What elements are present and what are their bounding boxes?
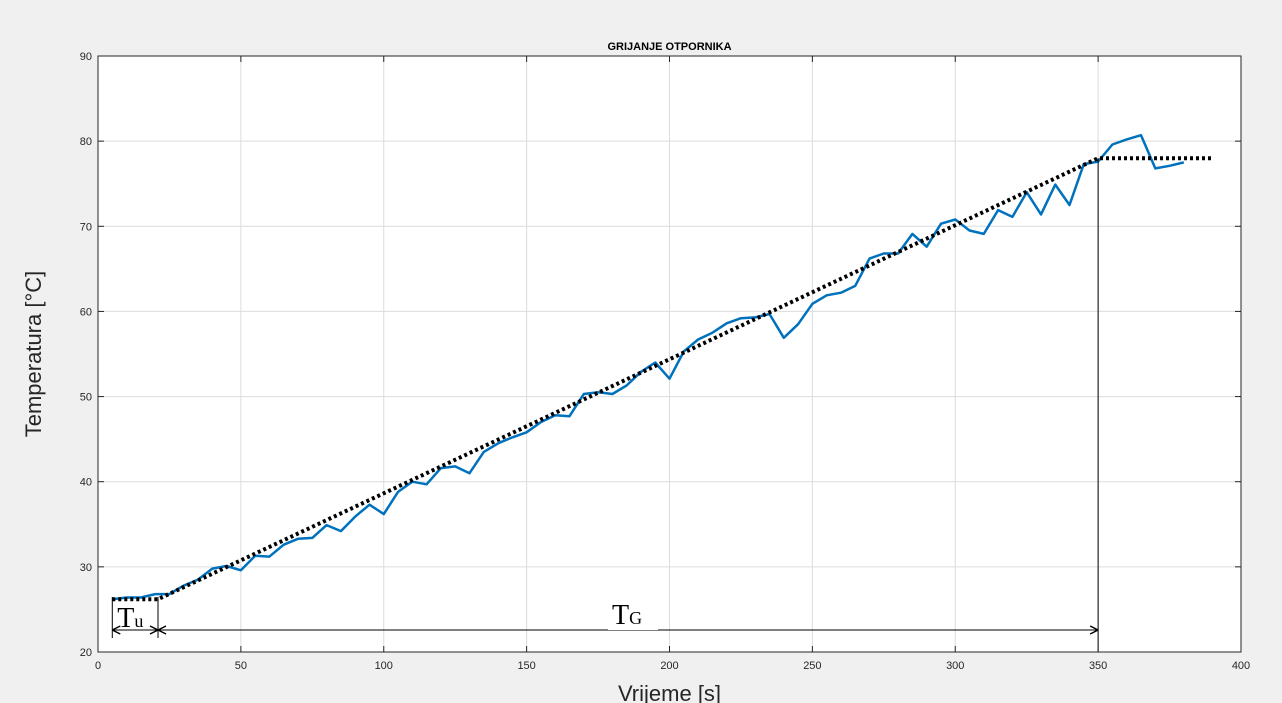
x-tick-label: 350 [1089, 660, 1107, 672]
y-axis-label: Temperatura [°C] [21, 271, 46, 438]
y-tick-label: 70 [80, 221, 92, 233]
tu-label-sub: u [134, 611, 143, 631]
tg-label-sub: G [629, 608, 642, 628]
x-tick-label: 50 [235, 660, 247, 672]
x-tick-label: 200 [660, 660, 678, 672]
tg-label-main: T [612, 600, 629, 631]
x-tick-label: 400 [1232, 660, 1250, 672]
annotations: Tu TG [111, 158, 1099, 652]
tg-label-bg [608, 600, 658, 630]
x-tick-label: 100 [375, 660, 393, 672]
tu-label-main: T [117, 603, 134, 634]
series-group [112, 133, 1213, 602]
x-tick-label: 250 [803, 660, 821, 672]
ticks: 0 50 100 150 200 250 300 350 400 20 30 40 50 60 70 80 90 [80, 51, 1250, 672]
tu-label: Tu [117, 603, 143, 634]
y-tick-label: 90 [80, 51, 92, 63]
y-tick-label: 30 [80, 562, 92, 574]
x-axis-label: Vrijeme [s] [618, 681, 721, 703]
y-tick-label: 60 [80, 306, 92, 318]
chart-title: GRIJANJE OTPORNIKA [607, 41, 731, 53]
tu-arrowheads [111, 625, 159, 635]
x-tick-label: 150 [517, 660, 535, 672]
x-tick-label: 300 [946, 660, 964, 672]
tg-arrowheads [157, 625, 1099, 635]
y-tick-label: 80 [80, 136, 92, 148]
y-tick-label: 50 [80, 392, 92, 404]
y-tick-label: 40 [80, 477, 92, 489]
temperature-line [112, 133, 1185, 601]
x-tick-label: 0 [95, 660, 101, 672]
tangent-line [112, 156, 1213, 602]
tg-label: TG [612, 600, 642, 631]
y-tick-label: 20 [80, 647, 92, 659]
